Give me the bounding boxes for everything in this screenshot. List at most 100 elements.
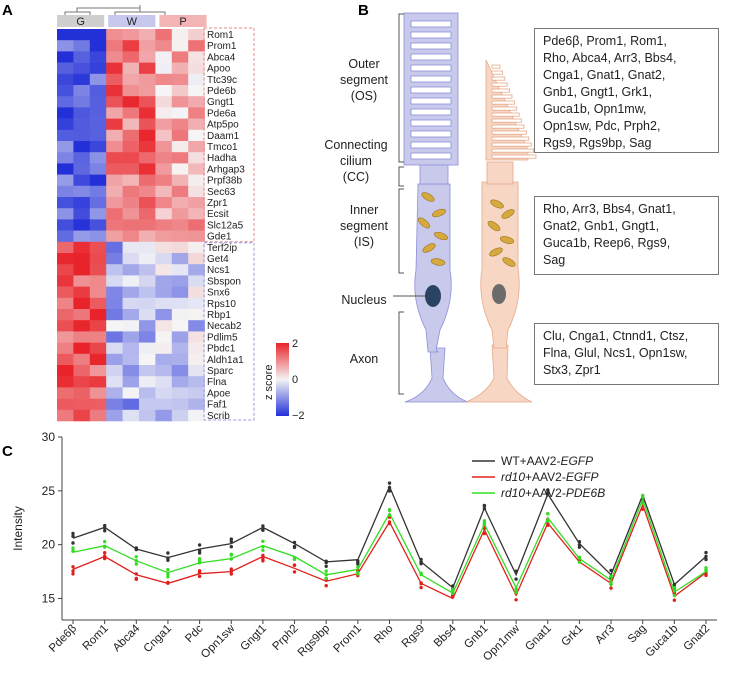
data-point xyxy=(387,513,392,517)
data-point xyxy=(451,591,455,595)
heatmap-cell xyxy=(171,73,189,86)
heatmap-cell xyxy=(89,29,107,41)
heatmap-cell xyxy=(106,85,123,97)
gene-label-Necab2: Necab2 xyxy=(207,321,242,332)
heatmap-cell xyxy=(171,141,189,153)
gene-label-Apoo: Apoo xyxy=(207,64,231,75)
heatmap-cell xyxy=(122,152,140,164)
heatmap-cell xyxy=(89,275,107,287)
heatmap-cell xyxy=(89,297,107,310)
heatmap-cell xyxy=(155,331,173,343)
data-point xyxy=(482,523,487,527)
heatmap-cell xyxy=(122,208,140,220)
heatmap-cell xyxy=(122,174,140,187)
data-point xyxy=(71,541,75,545)
heatmap-cell xyxy=(122,29,140,41)
mitochondrion xyxy=(499,236,515,244)
x-tick-label: Prom1 xyxy=(332,623,364,655)
axon-gene-list-box: Clu, Cnga1, Ctnnd1, Ctsz, Flna, Glul, Ncs… xyxy=(534,323,719,385)
heatmap-cell xyxy=(106,309,123,321)
heatmap-cell xyxy=(188,230,205,243)
heatmap-cell xyxy=(155,129,173,142)
heatmap-cell xyxy=(89,219,107,231)
heatmap-cell xyxy=(106,163,123,175)
heatmap-cell xyxy=(188,208,205,220)
data-point xyxy=(229,553,233,557)
data-point xyxy=(229,572,233,576)
data-point xyxy=(609,574,613,578)
heatmap-cell xyxy=(57,62,74,75)
data-point xyxy=(229,545,233,549)
data-point xyxy=(261,548,265,552)
legend-label: rd10+AAV2-PDE6B xyxy=(501,486,605,500)
y-tick-label: 25 xyxy=(42,484,56,498)
group-label: P xyxy=(179,16,186,28)
data-point xyxy=(197,557,202,561)
heatmap-cell xyxy=(122,185,140,198)
heatmap-cell xyxy=(155,40,173,52)
gene-label-Zpr1: Zpr1 xyxy=(207,198,228,209)
heatmap-cell xyxy=(57,230,74,243)
heatmap-cell xyxy=(139,320,156,332)
heatmap-cell xyxy=(73,297,91,310)
data-point xyxy=(482,531,487,536)
heatmap-cell xyxy=(171,208,189,220)
heatmap-cell xyxy=(139,185,156,198)
colorbar-tick-label: −2 xyxy=(292,410,305,422)
cone-nucleus xyxy=(492,284,506,304)
rod-disc xyxy=(410,75,452,83)
heatmap-cell xyxy=(188,197,205,209)
x-tick-label: Rom1 xyxy=(81,623,111,653)
heatmap-cell xyxy=(171,376,189,388)
heatmap-cell xyxy=(155,376,173,388)
heatmap-cell xyxy=(122,129,140,142)
heatmap-cell xyxy=(73,29,91,41)
heatmap-cell xyxy=(188,353,205,366)
heatmap-cell xyxy=(73,253,91,265)
heatmap-cell xyxy=(188,387,205,399)
data-point xyxy=(197,543,202,547)
data-point xyxy=(166,572,170,577)
heatmap-cell xyxy=(171,320,189,332)
data-point xyxy=(71,569,75,573)
heatmap-cell xyxy=(57,174,74,187)
heatmap-cell xyxy=(89,264,107,276)
heatmap-cell xyxy=(139,253,156,265)
heatmap-cell xyxy=(89,353,107,366)
y-axis-title: Intensity xyxy=(11,506,25,551)
heatmap-cell xyxy=(155,253,173,265)
gene-label-Slc12a5: Slc12a5 xyxy=(207,220,244,231)
region-label: Connecting xyxy=(324,138,387,152)
heatmap-cell xyxy=(106,398,123,411)
heatmap-cell xyxy=(122,40,140,52)
heatmap-cell xyxy=(171,264,189,276)
cone-lamella xyxy=(491,76,506,81)
gene-label-Hadha: Hadha xyxy=(207,153,237,164)
colorbar-tick-label: 2 xyxy=(292,338,298,350)
heatmap-cell xyxy=(57,253,74,265)
heatmap-cell xyxy=(171,40,189,52)
gene-list-line: Rgs9, Rgs9bp, Sag xyxy=(543,136,652,150)
heatmap-cell xyxy=(171,253,189,265)
heatmap-cell xyxy=(155,387,173,399)
x-tick-label: Rgs9 xyxy=(400,623,427,650)
heatmap-cell xyxy=(139,29,156,41)
heatmap-cell xyxy=(188,264,205,276)
heatmap-cell xyxy=(106,29,123,41)
heatmap-cell xyxy=(139,309,156,321)
data-point xyxy=(71,565,75,569)
heatmap-cell xyxy=(171,286,189,299)
heatmap-cell xyxy=(139,85,156,97)
heatmap-cell xyxy=(155,85,173,97)
data-point xyxy=(261,524,265,528)
heatmap-cell xyxy=(139,51,156,63)
colorbar-gradient xyxy=(276,343,289,416)
data-point xyxy=(292,556,297,560)
heatmap-cell xyxy=(155,353,173,366)
x-tick-label: Gnat1 xyxy=(523,623,554,654)
heatmap-cell xyxy=(139,163,156,175)
x-tick-label: Gnb1 xyxy=(462,623,490,651)
heatmap-cell xyxy=(139,387,156,399)
heatmap-cell xyxy=(89,376,107,388)
heatmap-cell xyxy=(139,342,156,355)
